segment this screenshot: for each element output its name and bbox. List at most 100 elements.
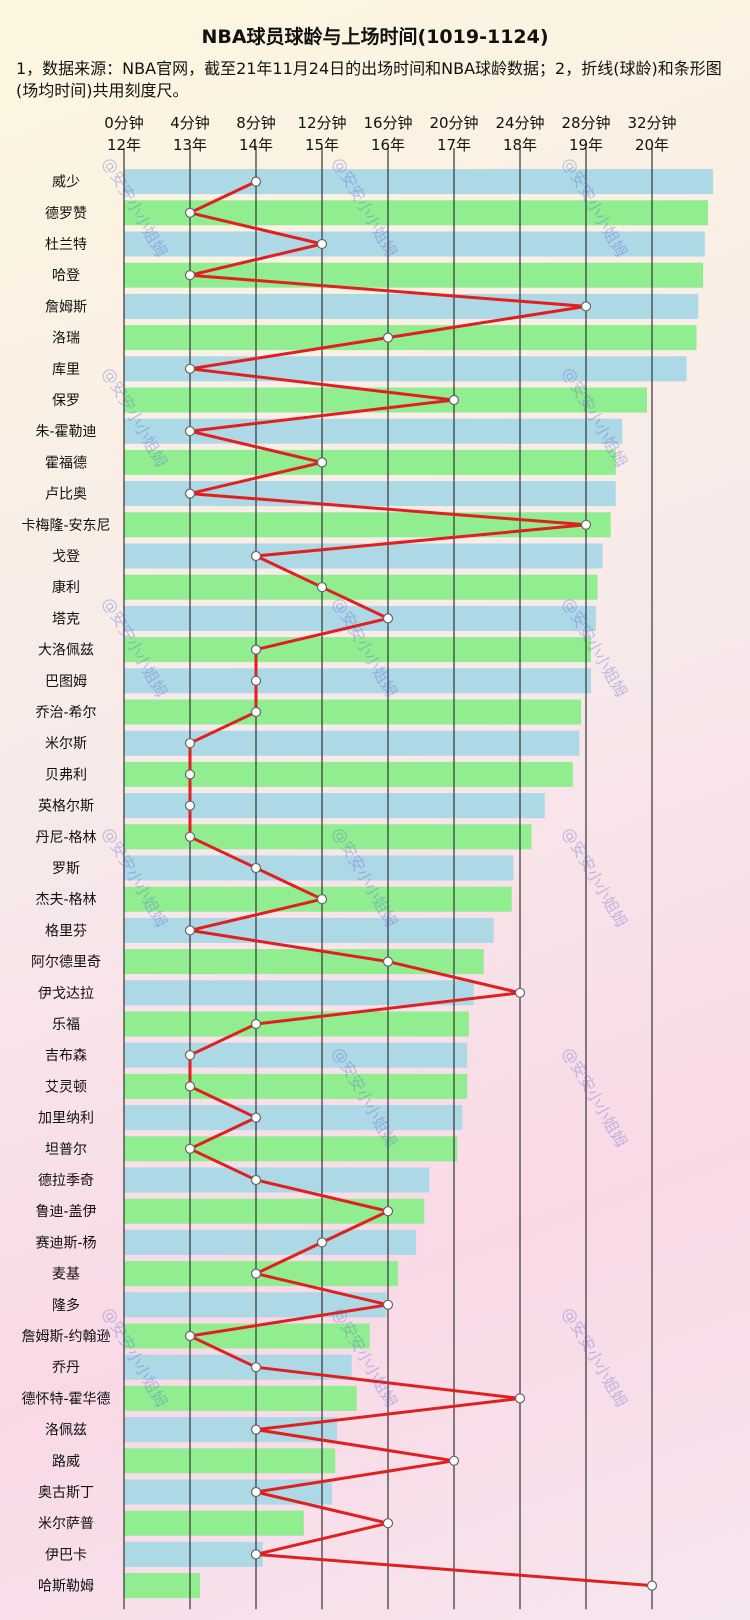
player-label-36: 麦基 (52, 1266, 80, 1283)
point-3 (316, 238, 328, 250)
x-tick-minutes-4: 12分钟 (297, 114, 346, 132)
player-label-27: 伊戈达拉 (38, 986, 94, 1002)
player-label-31: 加里纳利 (38, 1111, 94, 1127)
bar-17 (124, 668, 591, 694)
player-label-6: 洛瑞 (52, 331, 80, 347)
player-label-34: 鲁迪-盖伊 (35, 1204, 96, 1220)
point-7 (184, 363, 196, 374)
point-9 (184, 426, 196, 437)
point-10 (316, 457, 328, 468)
x-tick-years-8: 19年 (569, 136, 603, 154)
player-label-18: 乔治-希尔 (35, 705, 96, 721)
chart-note: 1，数据来源：NBA官网，截至21年11月24日的出场时间和NBA球龄数据；2，… (16, 59, 722, 100)
bar-28 (124, 1011, 469, 1037)
player-label-29: 吉布森 (45, 1048, 87, 1064)
bar-25 (124, 917, 494, 943)
x-tick-minutes-1: 0分钟 (104, 114, 144, 132)
watermark-11: @安安小小姐姆 (559, 824, 631, 931)
player-label-1: 威少 (52, 175, 80, 191)
player-label-30: 艾灵顿 (45, 1079, 87, 1095)
bar-32 (124, 1136, 458, 1162)
point-30 (184, 1081, 196, 1092)
point-11 (184, 488, 196, 499)
point-39 (250, 1362, 262, 1373)
x-tick-minutes-8: 28分钟 (561, 114, 610, 132)
player-label-38: 詹姆斯-约翰逊 (21, 1329, 110, 1345)
point-23 (250, 862, 262, 874)
player-label-46: 哈斯勒姆 (38, 1579, 94, 1595)
player-label-11: 卢比奥 (45, 486, 87, 503)
bar-6 (124, 325, 697, 351)
player-label-25: 格里芬 (45, 923, 87, 939)
point-19 (184, 738, 196, 749)
player-label-3: 杜兰特 (45, 237, 87, 253)
bar-35 (124, 1229, 417, 1255)
x-tick-years-2: 13年 (173, 136, 207, 154)
player-label-19: 米尔斯 (45, 736, 87, 752)
player-label-33: 德拉季奇 (38, 1172, 94, 1189)
point-37 (382, 1299, 394, 1310)
bar-4 (124, 262, 704, 288)
x-tick-years-9: 20年 (635, 136, 669, 154)
point-12 (580, 519, 592, 530)
player-label-9: 朱-霍勒迪 (35, 424, 96, 440)
player-label-26: 阿尔德里奇 (31, 954, 101, 971)
player-label-22: 丹尼-格林 (35, 830, 96, 846)
player-label-44: 米尔萨普 (38, 1516, 94, 1532)
point-27 (514, 987, 526, 998)
point-38 (184, 1330, 196, 1342)
bar-33 (124, 1167, 430, 1193)
point-15 (382, 613, 394, 624)
player-label-24: 杰夫-格林 (35, 892, 96, 908)
player-label-45: 伊巴卡 (45, 1547, 87, 1563)
point-32 (184, 1143, 196, 1154)
player-label-23: 罗斯 (52, 861, 80, 877)
x-tick-years-1: 12年 (107, 136, 141, 154)
line-career-years (184, 180, 653, 1588)
player-label-37: 隆多 (52, 1297, 80, 1314)
bar-14 (124, 574, 598, 600)
point-28 (250, 1018, 262, 1030)
point-2 (184, 207, 196, 218)
watermark-16: @安安小小姐姆 (559, 1304, 631, 1411)
player-label-41: 洛佩兹 (45, 1423, 87, 1439)
bar-13 (124, 543, 603, 569)
x-tick-minutes-7: 24分钟 (495, 114, 544, 132)
bar-15 (124, 605, 596, 631)
point-22 (184, 831, 196, 842)
player-label-5: 詹姆斯 (45, 299, 87, 315)
player-label-17: 巴图姆 (45, 674, 87, 690)
point-25 (184, 925, 196, 936)
player-label-16: 大洛佩兹 (38, 643, 94, 659)
point-26 (382, 956, 394, 967)
point-14 (316, 582, 328, 593)
point-16 (250, 644, 262, 655)
x-tick-minutes-5: 16分钟 (363, 114, 412, 132)
player-label-28: 乐福 (52, 1017, 80, 1033)
bar-43 (124, 1479, 332, 1505)
point-21 (184, 800, 196, 811)
point-20 (184, 769, 196, 780)
player-label-12: 卡梅隆-安东尼 (21, 518, 110, 534)
point-6 (382, 332, 394, 343)
player-label-4: 哈登 (52, 268, 80, 284)
point-33 (250, 1174, 262, 1186)
bar-5 (124, 293, 699, 319)
bar-18 (124, 699, 582, 725)
point-29 (184, 1050, 196, 1061)
player-label-2: 德罗赞 (45, 206, 87, 222)
player-label-39: 乔丹 (52, 1360, 80, 1376)
watermark-13: @安安小小姐姆 (559, 1044, 631, 1151)
player-label-35: 赛迪斯-杨 (35, 1235, 96, 1251)
bar-46 (124, 1573, 200, 1599)
point-36 (250, 1268, 262, 1279)
bar-9 (124, 418, 623, 444)
bar-40 (124, 1385, 357, 1411)
point-5 (580, 301, 592, 312)
point-42 (448, 1455, 460, 1466)
player-label-14: 康利 (52, 579, 80, 596)
x-tick-minutes-2: 4分钟 (170, 114, 210, 132)
player-label-7: 库里 (52, 362, 80, 378)
player-label-13: 戈登 (52, 549, 80, 565)
chart-title: NBA球员球龄与上场时间(1019-1124) (201, 26, 549, 48)
